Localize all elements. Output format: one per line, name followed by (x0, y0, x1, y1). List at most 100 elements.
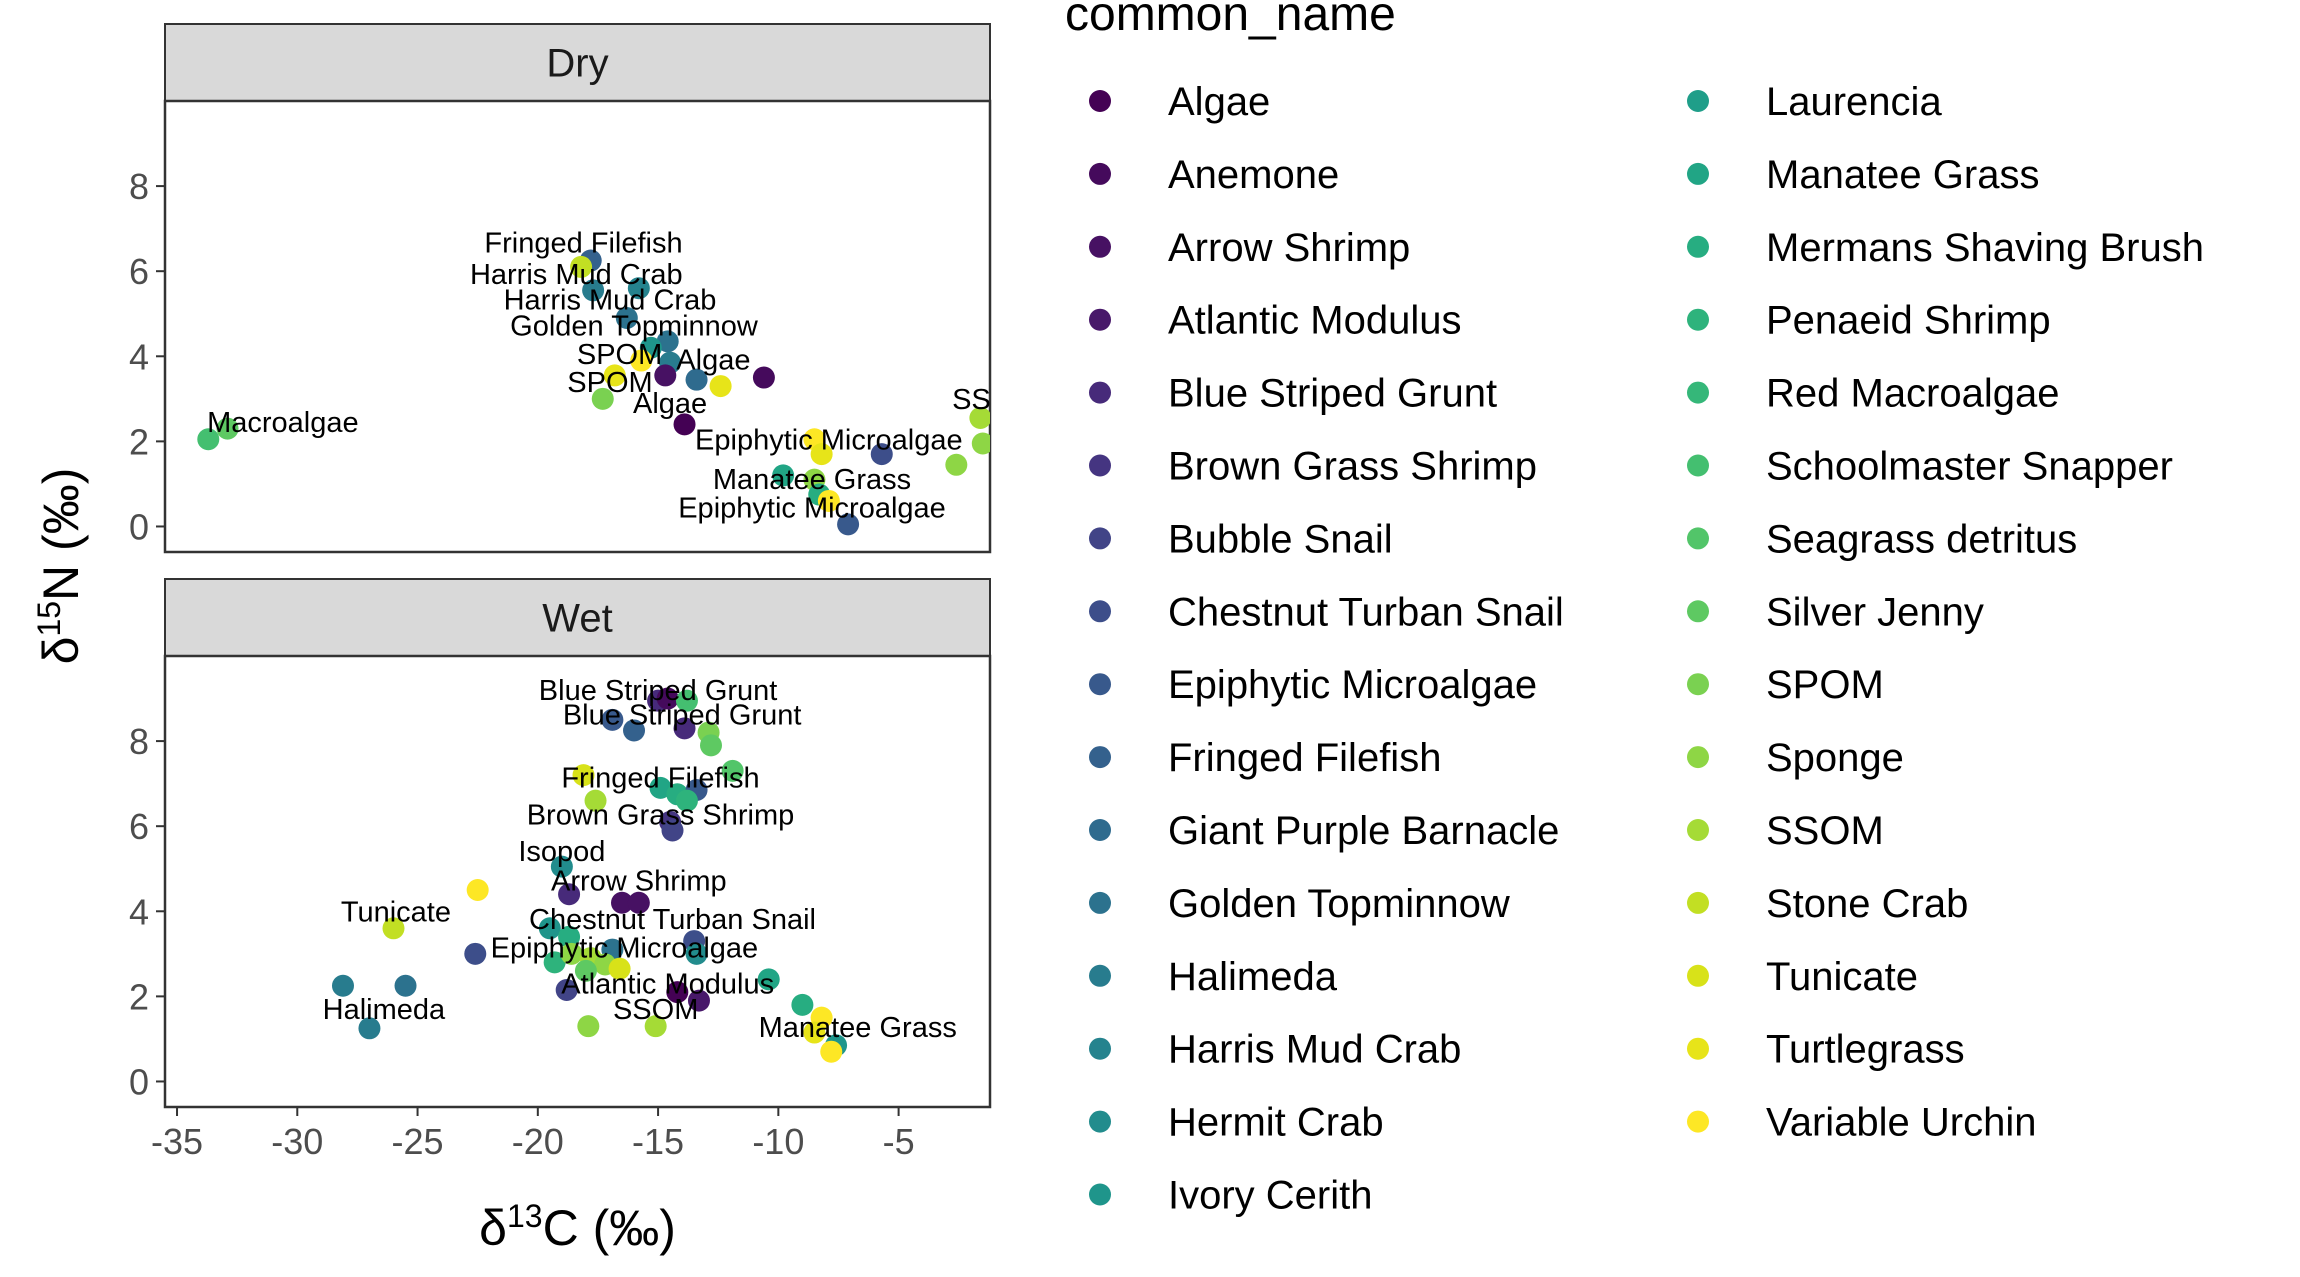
legend-key (1089, 600, 1111, 623)
legend-key (1687, 1110, 1709, 1133)
legend-key (1687, 819, 1709, 841)
x-axis-title: δ13C (‰) (479, 1198, 676, 1256)
point-label: Algae (633, 388, 707, 420)
data-point (558, 925, 581, 948)
data-point (630, 349, 653, 372)
legend-key (1089, 527, 1111, 550)
legend-label: Halimeda (1168, 955, 1338, 999)
data-point (591, 387, 614, 410)
legend-label: Chestnut Turban Snail (1168, 590, 1564, 634)
data-point (560, 942, 583, 965)
point-label: Blue Striped Grunt (539, 675, 778, 707)
point-label: Algae (676, 344, 750, 376)
x-tick-label: -5 (883, 1121, 915, 1162)
data-point (627, 277, 650, 300)
data-point (358, 1017, 381, 1040)
point-label: Brown Grass Shrimp (527, 799, 795, 831)
data-point (654, 364, 677, 387)
data-point (550, 855, 573, 878)
legend-key (1089, 162, 1111, 185)
legend-label: Arrow Shrimp (1168, 226, 1410, 270)
legend-key (1089, 1037, 1111, 1060)
legend-key (1687, 308, 1709, 331)
data-point (610, 891, 633, 914)
data-point (969, 406, 990, 429)
data-point (685, 368, 708, 391)
data-point (772, 464, 795, 487)
legend-key (1089, 90, 1111, 112)
data-point (623, 719, 646, 742)
data-point (649, 776, 672, 799)
legend-key (1687, 235, 1709, 258)
data-point (582, 279, 605, 302)
legend: common_name Algae Anemone Arrow Shrimp Atlan… (1065, 0, 2204, 1218)
point-label: Harris Mud Crab (504, 285, 717, 317)
point-label: Fringed Filefish (561, 762, 759, 794)
legend-label: Variable Urchin (1766, 1101, 2037, 1145)
legend-label: Atlantic Modulus (1168, 299, 1461, 343)
data-point (945, 453, 968, 476)
legend-label: Tunicate (1766, 955, 1918, 999)
legend-key (1089, 746, 1111, 769)
data-point (699, 734, 722, 757)
legend-key (1089, 1183, 1111, 1206)
data-point (603, 364, 626, 387)
legend-label: Hermit Crab (1168, 1101, 1384, 1145)
legend-label: Sponge (1766, 736, 1904, 780)
x-tick-label: -10 (752, 1121, 804, 1162)
legend-key (1089, 964, 1111, 987)
data-point (574, 959, 597, 982)
legend-key (1687, 673, 1709, 696)
legend-key (1089, 673, 1111, 696)
axes-layer: 0 2 4 6 8 0 2 4 6 8 -35 -30 -25 -20 -15 -10 -5 δ13C (‰) δ1… (31, 166, 915, 1256)
legend-key (1089, 308, 1111, 331)
point-label: Tunicate (341, 896, 451, 928)
plot-frame (163, 654, 992, 1109)
plot-frame (163, 99, 992, 554)
point-label: SPOM (567, 367, 652, 399)
legend-key (1687, 746, 1709, 769)
y-tick-label: 6 (129, 251, 149, 292)
data-point (675, 689, 698, 712)
legend-label: Blue Striped Grunt (1168, 372, 1497, 416)
data-point (803, 1021, 826, 1044)
data-point (382, 917, 405, 940)
data-point (656, 330, 679, 353)
legend-label: Harris Mud Crab (1168, 1028, 1461, 1072)
data-point (673, 413, 696, 436)
x-tick-label: -15 (632, 1121, 684, 1162)
data-point (709, 375, 732, 398)
data-point (197, 428, 220, 451)
data-point (464, 942, 487, 965)
legend-label: Penaeid Shrimp (1766, 299, 2051, 343)
data-point (661, 819, 684, 842)
data-point (538, 917, 561, 940)
point-label: Epiphytic Microalgae (678, 492, 946, 524)
data-point (615, 306, 638, 329)
facet-strip (164, 23, 991, 102)
y-tick-label: 6 (129, 806, 149, 847)
y-tick-label: 2 (129, 421, 149, 462)
legend-label: Laurencia (1766, 80, 1942, 124)
y-tick-label: 8 (129, 721, 149, 762)
legend-key (1687, 162, 1709, 185)
legend-label: Anemone (1168, 153, 1339, 197)
data-point (810, 443, 833, 466)
facet-strip-label: Dry (546, 42, 608, 86)
legend-key (1687, 527, 1709, 550)
y-tick-label: 4 (129, 891, 149, 932)
x-tick-label: -35 (151, 1121, 203, 1162)
point-label: Isopod (518, 836, 605, 868)
legend-label: Giant Purple Barnacle (1168, 809, 1559, 853)
data-point (752, 366, 775, 389)
legend-key (1687, 381, 1709, 404)
legend-title: common_name (1065, 0, 1396, 41)
point-label: Epiphytic Microalgae (491, 932, 759, 964)
data-point (656, 687, 679, 710)
data-point (466, 879, 489, 902)
legend-label: Turtlegrass (1766, 1028, 1965, 1072)
legend-key (1687, 454, 1709, 477)
y-axis-title: δ15N (‰) (31, 468, 89, 665)
